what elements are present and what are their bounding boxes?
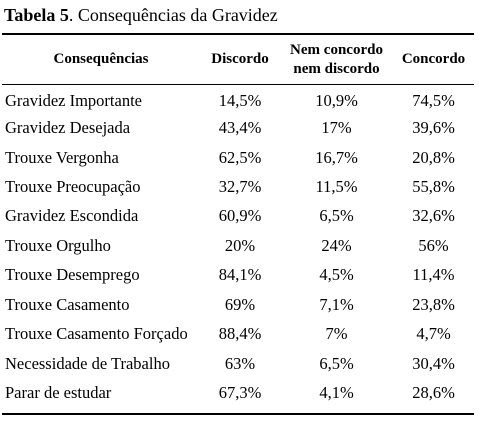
header-row: Consequências Discordo Nem concordo nem … [2, 35, 474, 84]
row-label: Trouxe Desemprego [5, 265, 140, 285]
row-label: Trouxe Casamento [5, 294, 130, 314]
table-row: Gravidez Desejada 43,4% 17% 39,6% [2, 113, 474, 142]
row-label: Trouxe Orgulho [5, 235, 111, 255]
cell-discordo: 88,4% [218, 324, 262, 344]
table-row: Parar de estudar 67,3% 4,1% 28,6% [2, 378, 474, 407]
cell-concordo: 23,8% [412, 294, 455, 314]
table-body: Gravidez Importante 14,5% 10,9% 74,5% Gravid… [2, 84, 474, 408]
cell-discordo: 63% [224, 353, 256, 373]
table-row: Gravidez Importante 14,5% 10,9% 74,5% [2, 84, 474, 113]
cell-concordo: 56% [418, 235, 449, 255]
cell-concordo: 32,6% [412, 206, 455, 226]
cell-nem-concordo-nem-discordo: 7,1% [319, 294, 354, 314]
row-label: Trouxe Vergonha [5, 147, 119, 167]
table-row: Gravidez Escondida 60,9% 6,5% 32,6% [2, 202, 474, 231]
cell-nem-concordo-nem-discordo: 4,5% [319, 265, 354, 285]
cell-discordo: 60,9% [218, 206, 262, 226]
header-concordo: Concordo [401, 51, 466, 67]
cell-discordo: 43,4% [218, 118, 262, 138]
table-row: Trouxe Vergonha 62,5% 16,7% 20,8% [2, 143, 474, 172]
table-row: Trouxe Desemprego 84,1% 4,5% 11,4% [2, 261, 474, 290]
table-header: Consequências Discordo Nem concordo nem … [2, 35, 474, 84]
cell-nem-concordo-nem-discordo: 17% [321, 118, 352, 138]
cell-nem-concordo-nem-discordo: 24% [321, 235, 352, 255]
row-label: Trouxe Casamento Forçado [5, 324, 188, 344]
cell-concordo: 20,8% [412, 147, 455, 167]
row-label: Trouxe Preocupação [5, 177, 141, 197]
cell-concordo: 28,6% [412, 383, 455, 403]
cell-nem-concordo-nem-discordo: 11,5% [315, 177, 358, 197]
cell-discordo: 84,1% [218, 265, 262, 285]
cell-discordo: 32,7% [218, 177, 262, 197]
table-caption: Tabela 5. Consequências da Gravidez [4, 4, 278, 26]
row-label: Parar de estudar [5, 383, 112, 403]
cell-nem-concordo-nem-discordo: 6,5% [319, 206, 354, 226]
table-row: Trouxe Preocupação 32,7% 11,5% 55,8% [2, 172, 474, 201]
cell-concordo: 55,8% [412, 177, 455, 197]
cell-nem-concordo-nem-discordo: 4,1% [319, 383, 354, 403]
row-label: Necessidade de Trabalho [5, 353, 170, 373]
cell-nem-concordo-nem-discordo: 10,9% [315, 90, 358, 110]
header-discordo: Discordo [211, 51, 269, 67]
row-label: Gravidez Escondida [5, 206, 139, 226]
cell-nem-concordo-nem-discordo: 6,5% [319, 353, 354, 373]
row-label: Gravidez Desejada [5, 118, 131, 138]
cell-discordo: 69% [224, 294, 256, 314]
bottom-rule [2, 413, 474, 415]
consequences-table: Consequências Discordo Nem concordo nem … [2, 35, 474, 408]
cell-concordo: 11,4% [412, 265, 455, 285]
table-row: Trouxe Casamento Forçado 88,4% 7% 4,7% [2, 320, 474, 349]
table-row: Trouxe Casamento 69% 7,1% 23,8% [2, 290, 474, 319]
cell-concordo: 30,4% [412, 353, 455, 373]
cell-discordo: 67,3% [218, 383, 262, 403]
cell-nem-concordo-nem-discordo: 7% [325, 324, 348, 344]
cell-concordo: 4,7% [416, 324, 451, 344]
row-label: Gravidez Importante [5, 90, 142, 110]
table-number: Tabela 5 [4, 5, 69, 25]
cell-nem-concordo-nem-discordo: 16,7% [315, 147, 358, 167]
cell-concordo: 39,6% [412, 118, 455, 138]
table-row: Necessidade de Trabalho 63% 6,5% 30,4% [2, 349, 474, 378]
cell-concordo: 74,5% [412, 90, 455, 110]
header-consequencias: Consequências [53, 51, 149, 67]
header-nem-concordo-nem-discordo: Nem concordo nem discordo [290, 41, 383, 77]
table-title: . Consequências da Gravidez [68, 5, 278, 25]
header-rule [2, 84, 474, 85]
cell-discordo: 20% [224, 235, 256, 255]
table-row: Trouxe Orgulho 20% 24% 56% [2, 231, 474, 260]
top-rule [2, 33, 474, 35]
cell-discordo: 14,5% [218, 90, 262, 110]
cell-discordo: 62,5% [218, 147, 262, 167]
